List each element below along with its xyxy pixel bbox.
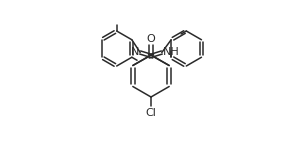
Text: NH: NH — [163, 47, 180, 57]
Text: N: N — [131, 47, 139, 57]
Text: O: O — [147, 34, 155, 44]
Text: Cl: Cl — [146, 107, 156, 117]
